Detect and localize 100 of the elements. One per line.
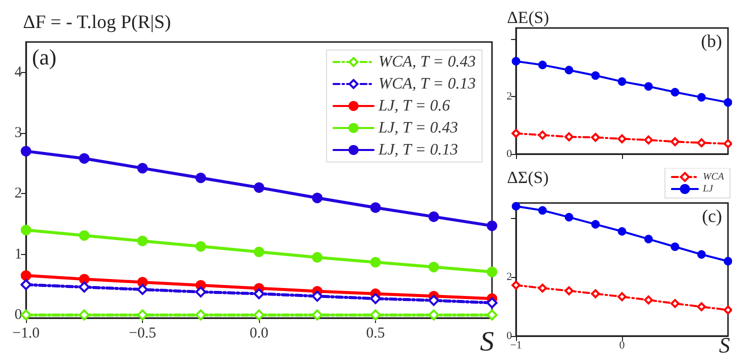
legend-label: WCA xyxy=(702,172,725,182)
point xyxy=(512,202,520,210)
point xyxy=(79,274,90,284)
x-tick-label: 0.5 xyxy=(366,326,385,342)
x-tick-label: −1 xyxy=(510,340,522,352)
point xyxy=(254,288,264,300)
point xyxy=(724,98,732,107)
point xyxy=(512,56,520,66)
point xyxy=(644,82,653,91)
point xyxy=(724,139,732,148)
point xyxy=(618,134,626,144)
y-tick-label: 1 xyxy=(14,246,22,262)
point xyxy=(254,309,264,320)
point xyxy=(644,295,653,304)
point xyxy=(312,309,323,320)
point xyxy=(697,138,706,148)
point xyxy=(618,227,626,236)
point xyxy=(486,309,498,320)
point xyxy=(196,172,206,184)
x-tick-label: −0.5 xyxy=(128,326,156,342)
y-tick-label: 4 xyxy=(14,64,22,80)
annotation: (b) xyxy=(701,31,722,51)
legend-label: LJ, T = 0.13 xyxy=(378,142,458,158)
point xyxy=(591,289,600,298)
point xyxy=(20,146,32,156)
y-tick-label: 2 xyxy=(506,90,512,103)
point xyxy=(591,132,600,142)
point xyxy=(137,309,148,320)
point xyxy=(512,280,520,290)
point xyxy=(486,220,498,232)
point xyxy=(591,71,600,80)
legend-label: LJ, T = 0.43 xyxy=(378,120,458,136)
legend-label: LJ, T = 0.6 xyxy=(378,98,450,114)
chart-title: ΔE(S) xyxy=(507,8,550,27)
annotation: (c) xyxy=(702,206,722,226)
point xyxy=(618,77,626,86)
point xyxy=(428,309,440,320)
point xyxy=(538,284,547,293)
point xyxy=(564,132,574,142)
point xyxy=(564,66,574,74)
point xyxy=(591,220,600,229)
point xyxy=(370,293,381,304)
x-tick-label: −1.0 xyxy=(12,326,40,342)
point xyxy=(78,282,90,293)
point xyxy=(78,309,90,320)
point xyxy=(697,93,706,102)
point xyxy=(137,284,148,295)
point xyxy=(196,241,206,252)
point xyxy=(618,292,626,302)
point xyxy=(724,305,732,314)
point xyxy=(195,309,206,320)
point xyxy=(697,302,706,312)
point xyxy=(428,294,440,306)
point xyxy=(538,206,547,215)
point xyxy=(512,128,520,138)
point xyxy=(312,290,323,302)
y-tick-label: 3 xyxy=(14,124,22,141)
point xyxy=(20,224,32,236)
point xyxy=(724,256,732,266)
legend-label: WCA, T = 0.13 xyxy=(378,76,476,92)
point xyxy=(312,192,322,204)
point xyxy=(428,211,439,222)
point xyxy=(428,262,439,272)
chart-title: ΔF = - T.log P(R|S) xyxy=(23,12,171,33)
point xyxy=(79,230,90,241)
point xyxy=(20,279,32,290)
y-tick-label: 0 xyxy=(506,148,512,160)
point xyxy=(670,242,680,251)
point xyxy=(137,162,148,174)
point xyxy=(564,212,574,222)
point xyxy=(486,297,498,308)
point xyxy=(312,252,322,263)
y-tick-label: 2 xyxy=(506,270,512,283)
point xyxy=(670,298,680,308)
point xyxy=(137,236,148,246)
point xyxy=(538,130,547,140)
point xyxy=(195,286,206,298)
point xyxy=(370,202,381,213)
point xyxy=(370,309,381,320)
point xyxy=(697,250,706,259)
y-tick-label: 2 xyxy=(14,186,22,202)
point xyxy=(670,137,680,146)
point xyxy=(564,286,574,296)
legend-label: LJ xyxy=(702,184,714,194)
point xyxy=(20,309,32,320)
point xyxy=(254,246,264,258)
x-axis-title: S xyxy=(480,326,494,358)
point xyxy=(254,182,264,193)
legend-label: WCA, T = 0.43 xyxy=(378,54,476,70)
point xyxy=(644,135,653,144)
x-tick-label: 0.0 xyxy=(250,326,268,342)
annotation: (a) xyxy=(32,44,56,70)
point xyxy=(370,256,381,268)
point xyxy=(486,266,498,278)
point xyxy=(20,270,32,281)
point xyxy=(644,234,653,244)
point xyxy=(79,153,90,164)
point xyxy=(538,60,547,70)
x-axis-title: S xyxy=(719,332,730,358)
chart-title: ΔΣ(S) xyxy=(507,168,549,187)
